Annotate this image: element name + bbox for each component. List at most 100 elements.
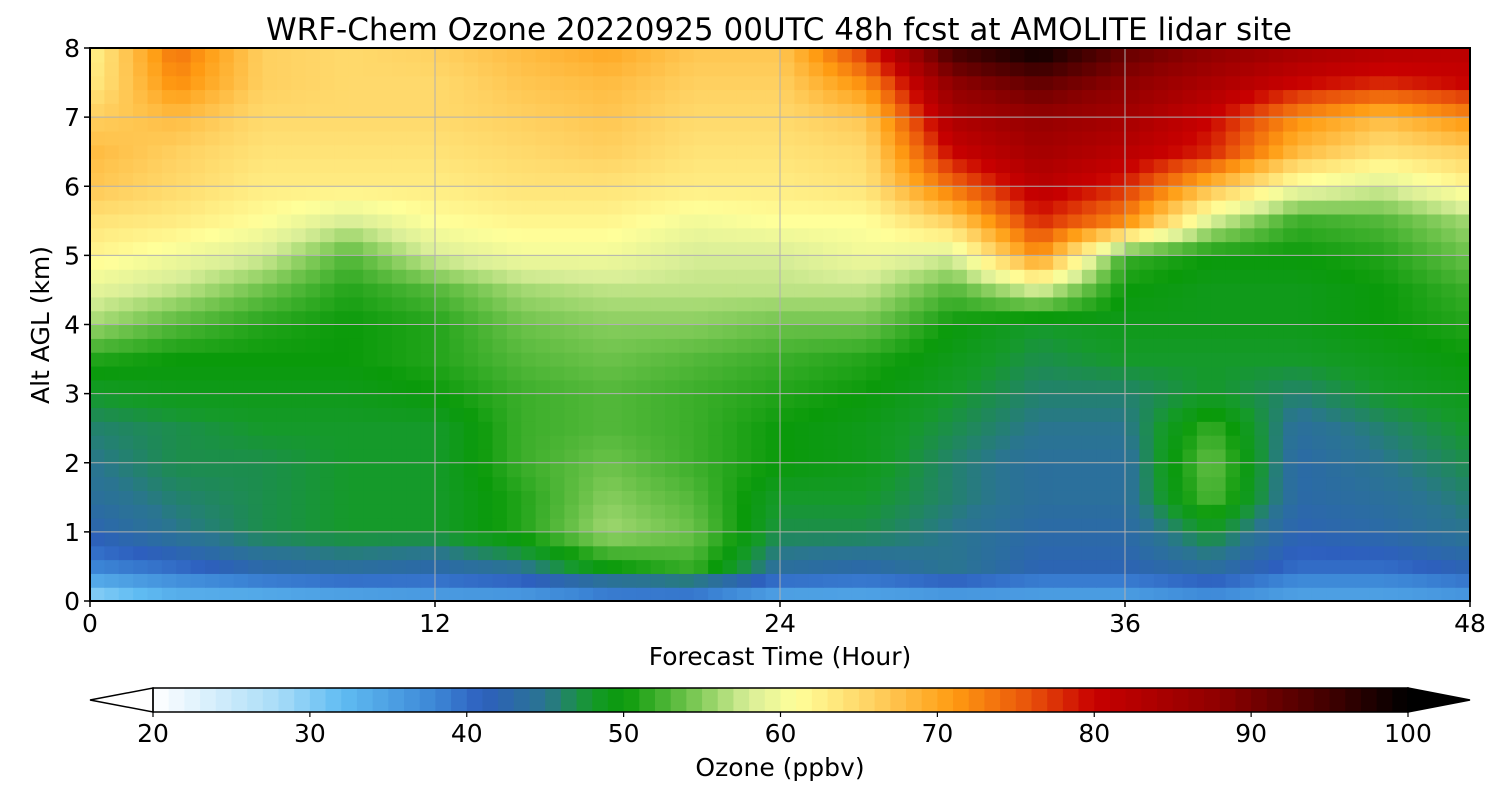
ozone-cell (305, 213, 321, 229)
ozone-cell (1297, 573, 1313, 588)
ozone-cell (435, 144, 450, 160)
ozone-cell (521, 476, 537, 491)
ozone-cell (521, 103, 537, 118)
ozone-cell (1283, 518, 1299, 533)
ozone-cell (938, 130, 954, 146)
ozone-cell (880, 61, 896, 77)
ozone-cell (334, 75, 350, 91)
ozone-cell (693, 352, 709, 367)
ozone-cell (190, 393, 206, 409)
ozone-cell (794, 241, 810, 256)
ozone-cell (1081, 48, 1097, 63)
ozone-cell (506, 352, 522, 367)
ozone-cell (1024, 352, 1040, 367)
ozone-cell (794, 89, 810, 104)
ozone-cell (492, 448, 508, 464)
ozone-cell (435, 117, 450, 132)
ozone-cell (1326, 518, 1342, 533)
ozone-cell (1139, 158, 1155, 174)
ozone-cell (593, 130, 609, 146)
ozone-cell (463, 130, 479, 146)
ozone-cell (1053, 269, 1069, 284)
ozone-cell (1326, 587, 1342, 602)
ozone-cell (981, 559, 997, 574)
ozone-cell (1311, 172, 1327, 187)
ozone-cell (981, 379, 997, 395)
ozone-cell (895, 490, 910, 505)
ozone-cell (1398, 89, 1414, 104)
ozone-cell (1067, 573, 1083, 588)
ozone-cell (679, 172, 695, 187)
ozone-cell (650, 435, 666, 450)
ozone-cell (1455, 255, 1471, 270)
colorbar-segment (1031, 688, 1048, 712)
ozone-cell (938, 407, 954, 422)
ozone-cell (147, 48, 163, 63)
colorbar-tick-label: 60 (765, 719, 797, 748)
ozone-cell (248, 172, 264, 187)
ozone-cell (995, 545, 1011, 561)
ozone-cell (478, 324, 494, 339)
ozone-cell (880, 352, 896, 367)
ozone-cell (736, 213, 752, 229)
ozone-cell (909, 531, 925, 547)
ozone-cell (1053, 103, 1069, 118)
ozone-cell (808, 255, 824, 270)
ozone-cell (636, 213, 652, 229)
ozone-cell (1182, 255, 1198, 270)
ozone-cell (492, 296, 508, 312)
ozone-cell (535, 559, 551, 574)
ozone-cell (1311, 379, 1327, 395)
ozone-cell (1096, 476, 1112, 491)
ozone-cell (593, 241, 609, 256)
ozone-cell (1024, 158, 1040, 174)
ozone-cell (205, 186, 220, 201)
ozone-cell (391, 103, 407, 118)
ozone-cell (535, 421, 551, 436)
ozone-cell (909, 130, 925, 146)
ozone-cell (1455, 213, 1471, 229)
ozone-cell (1297, 172, 1313, 187)
ozone-cell (1455, 518, 1471, 533)
ozone-cell (866, 518, 882, 533)
ozone-cell (923, 103, 939, 118)
ozone-cell (665, 587, 680, 602)
ozone-cell (808, 338, 824, 353)
ozone-cell (938, 518, 954, 533)
ozone-cell (161, 338, 177, 353)
ozone-cell (1283, 448, 1299, 464)
ozone-cell (147, 490, 163, 505)
ozone-cell (966, 490, 982, 505)
ozone-cell (880, 573, 896, 588)
ozone-cell (233, 448, 249, 464)
ozone-cell (1053, 407, 1069, 422)
ozone-cell (1211, 117, 1227, 132)
ozone-cell (1125, 338, 1140, 353)
ozone-cell (1441, 518, 1457, 533)
ozone-cell (1326, 283, 1342, 298)
ozone-cell (765, 61, 781, 77)
ozone-cell (363, 476, 379, 491)
ozone-cell (909, 269, 925, 284)
ozone-cell (1355, 255, 1370, 270)
ozone-cell (1010, 504, 1025, 519)
ozone-cell (1412, 89, 1428, 104)
ozone-cell (377, 490, 393, 505)
ozone-cell (550, 200, 565, 215)
ozone-cell (133, 573, 149, 588)
ozone-cell (1311, 435, 1327, 450)
ozone-cell (1311, 448, 1327, 464)
ozone-cell (1125, 421, 1140, 436)
ozone-cell (406, 379, 422, 395)
ozone-cell (406, 448, 422, 464)
ozone-cell (1038, 338, 1054, 353)
ozone-cell (1340, 531, 1356, 547)
ozone-cell (1383, 89, 1399, 104)
ozone-cell (564, 310, 580, 326)
ozone-cell (1240, 573, 1255, 588)
ozone-cell (1225, 200, 1241, 215)
ozone-cell (636, 531, 652, 547)
ozone-cell (276, 310, 292, 326)
ozone-cell (895, 573, 910, 588)
ozone-cell (564, 407, 580, 422)
